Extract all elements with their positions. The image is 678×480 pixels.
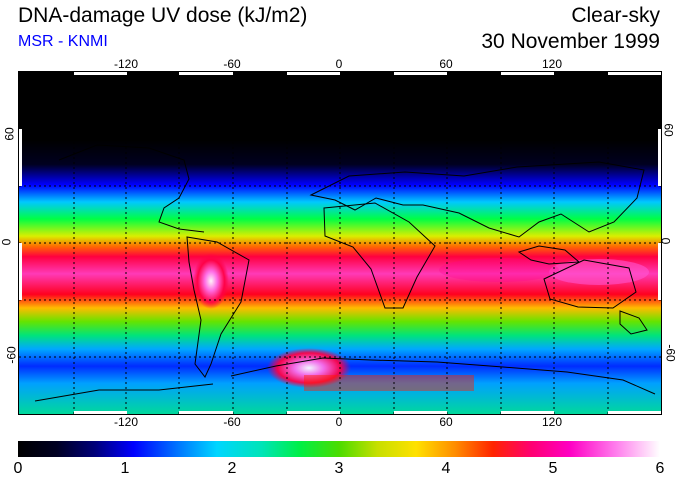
- bottom-white-segment-4: [394, 411, 447, 414]
- right-white-segment-2: [658, 243, 661, 300]
- uv-dose-map: [18, 71, 662, 415]
- lon-tick-top-0: 0: [335, 57, 343, 71]
- new-zealand-coast: [619, 310, 648, 335]
- lon-tick-bottom-e60: 60: [439, 415, 453, 429]
- bottom-white-segment-2: [179, 411, 233, 414]
- lon-tick-top-e120: 120: [541, 57, 563, 71]
- lon-tick-top-w60: -60: [223, 57, 241, 71]
- south-america-coast: [186, 236, 250, 378]
- north-america-coast: [58, 144, 205, 233]
- sky-condition-label: Clear-sky: [571, 4, 660, 27]
- left-white-segment-2: [19, 243, 22, 300]
- lon-tick-top-w120: -120: [113, 57, 139, 71]
- colorbar-label-4: 4: [441, 460, 451, 477]
- bottom-white-segment-6: [608, 411, 661, 414]
- colorbar-label-2: 2: [227, 460, 237, 477]
- colorbar-label-0: 0: [13, 460, 23, 477]
- eurasia-coast: [309, 161, 645, 238]
- colorbar-label-1: 1: [120, 460, 130, 477]
- antarctica-coast: [230, 357, 656, 395]
- bottom-white-segment-1: [74, 411, 127, 414]
- left-white-segment-1: [19, 129, 22, 186]
- lat-tick-left-60s: -60: [4, 346, 19, 364]
- top-white-segment-5: [501, 72, 554, 75]
- colorbar-label-6: 6: [655, 460, 665, 477]
- colorbar-label-3: 3: [334, 460, 344, 477]
- bottom-white-segment-5: [501, 411, 554, 414]
- bottom-white-segment-3: [287, 411, 340, 414]
- lon-tick-bottom-0: 0: [335, 415, 343, 429]
- lon-tick-bottom-e120: 120: [541, 415, 563, 429]
- date-label: 30 November 1999: [481, 30, 660, 53]
- top-white-segment-1: [74, 72, 127, 75]
- graticule: [19, 72, 661, 414]
- frame-white-ticks: [19, 72, 661, 414]
- lon-tick-top-e60: 60: [439, 57, 453, 71]
- antarctic-high-uv-band: [304, 375, 474, 391]
- west-antarctica-coast: [34, 383, 214, 402]
- andes-uv-maximum: [193, 253, 229, 309]
- lat-tick-right-60s: -60: [663, 344, 678, 362]
- uv-dose-colorbar: [18, 441, 660, 457]
- australia-high-uv-region: [549, 259, 649, 285]
- indonesia-coast: [517, 245, 581, 265]
- top-white-segment-4: [394, 72, 447, 75]
- map-title: DNA-damage UV dose (kJ/m2): [18, 4, 308, 27]
- africa-coast: [323, 202, 436, 309]
- right-white-segment-1: [658, 129, 661, 186]
- colorbar-label-5: 5: [548, 460, 558, 477]
- lon-tick-bottom-w60: -60: [223, 415, 241, 429]
- lat-tick-right-60n: 60: [661, 123, 676, 137]
- top-white-segment-3: [287, 72, 340, 75]
- lat-tick-left-0: 0: [0, 238, 14, 246]
- indian-ocean-high-uv-band: [439, 258, 559, 282]
- top-white-segment-2: [179, 72, 233, 75]
- lon-tick-bottom-w120: -120: [113, 415, 139, 429]
- lat-tick-left-60n: 60: [2, 127, 17, 141]
- top-white-segment-6: [608, 72, 661, 75]
- data-source-label: MSR - KNMI: [18, 33, 108, 50]
- map-svg: [19, 72, 661, 414]
